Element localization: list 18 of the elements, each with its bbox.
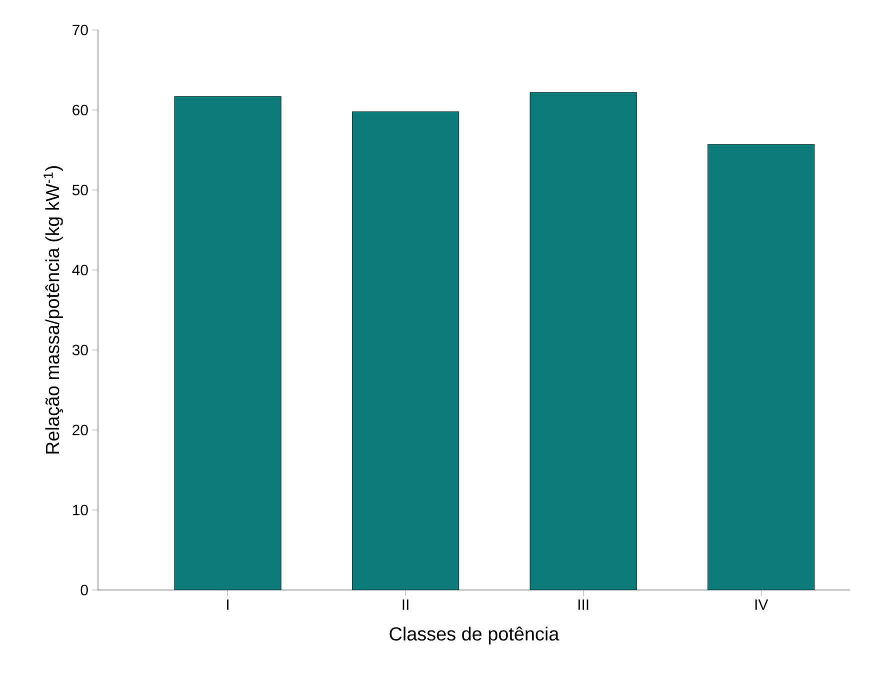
y-tick-label: 50: [72, 184, 88, 196]
x-tick-label: IV: [755, 600, 768, 610]
y-tick-label: 20: [72, 424, 88, 436]
x-tick-label: I: [227, 600, 228, 610]
y-tick-label: 10: [73, 504, 88, 516]
bar: [352, 112, 459, 590]
bar: [174, 96, 282, 590]
x-tick-label: III: [578, 600, 588, 610]
bar: [530, 92, 637, 590]
x-tick-label: II: [402, 600, 408, 610]
y-tick-label: 30: [72, 344, 88, 356]
x-axis-title: Classes de potência: [390, 626, 560, 644]
y-tick-label: 60: [72, 104, 88, 116]
y-axis-title: Relação massa/potência (kg kW$^{-1}$): [44, 166, 64, 454]
y-tick-label: 0: [80, 584, 88, 596]
y-tick-label: 40: [72, 264, 88, 276]
y-tick-label: 70: [72, 24, 88, 36]
bar: [708, 144, 815, 590]
